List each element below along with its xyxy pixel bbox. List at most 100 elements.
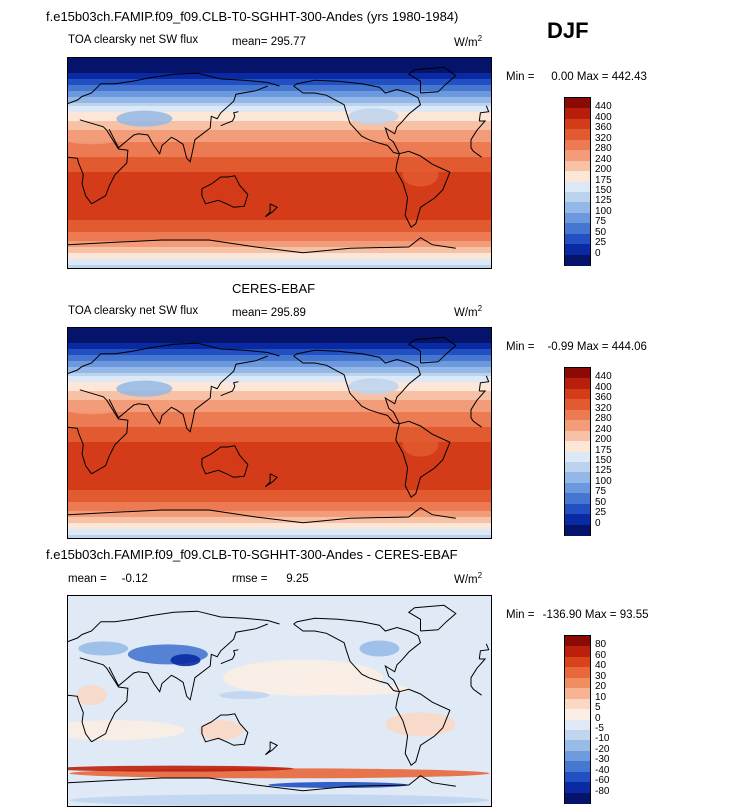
- colorbar-cell: [565, 750, 590, 762]
- colorbar-tick-label: -80: [595, 785, 610, 797]
- season-label: DJF: [547, 18, 589, 43]
- colorbar-cell: [565, 656, 590, 668]
- colorbar-cell: [565, 108, 590, 120]
- heatmap-band: [68, 388, 491, 392]
- panel2-map: [67, 327, 492, 539]
- coastline: [478, 105, 490, 122]
- coastline: [201, 445, 249, 478]
- heatmap-band: [68, 178, 491, 182]
- coastline: [68, 610, 280, 642]
- heatmap-band: [68, 448, 491, 452]
- heatmap-patch: [268, 782, 409, 788]
- coastline: [395, 688, 451, 766]
- colorbar-tick-label: 0: [595, 517, 601, 529]
- coastline: [407, 604, 457, 632]
- heatmap-patch: [206, 183, 247, 202]
- heatmap-band: [68, 376, 491, 380]
- coastline: [265, 203, 279, 218]
- heatmap-patch: [402, 162, 439, 187]
- heatmap-band: [68, 505, 491, 509]
- colorbar-cell: [565, 139, 590, 151]
- heatmap-band: [68, 160, 491, 164]
- heatmap-band: [68, 409, 491, 413]
- colorbar-tick-label: 125: [595, 465, 612, 477]
- heatmap-band: [68, 115, 491, 119]
- coastline: [108, 623, 268, 701]
- coastline: [68, 775, 456, 792]
- colorbar-cell: [565, 399, 590, 411]
- colorbar-tick-label: 125: [595, 195, 612, 207]
- heatmap-patch: [402, 432, 439, 457]
- colorbar-cell: [565, 420, 590, 432]
- heatmap-band: [68, 223, 491, 227]
- colorbar-tick-label: 80: [595, 639, 607, 651]
- colorbar-tick-label: 25: [595, 237, 607, 249]
- heatmap-patch: [116, 380, 173, 397]
- heatmap-band: [68, 424, 491, 428]
- heatmap-band: [68, 343, 491, 347]
- heatmap-band: [68, 253, 491, 257]
- heatmap-band: [68, 535, 491, 538]
- panel3-mean-value: -0.12: [121, 573, 148, 585]
- colorbar-tick-label: 50: [595, 496, 607, 508]
- colorbar-tick-label: 100: [595, 475, 612, 487]
- heatmap-band: [68, 394, 491, 398]
- coastline: [68, 694, 92, 743]
- heatmap-band: [68, 466, 491, 470]
- coastline: [265, 741, 279, 756]
- heatmap-band: [68, 196, 491, 200]
- heatmap-band: [68, 61, 491, 65]
- panel1-colorbar: [564, 97, 591, 266]
- heatmap-band: [68, 127, 491, 131]
- colorbar-tick-label: 175: [595, 174, 612, 186]
- coastline: [220, 381, 239, 397]
- coastline: [265, 473, 279, 488]
- panel2-title: CERES-EBAF: [232, 281, 316, 296]
- panel1-map: [67, 57, 492, 269]
- panel2-colorbar: [564, 367, 591, 536]
- colorbar-cell: [565, 368, 590, 379]
- heatmap-patch: [170, 654, 201, 667]
- heatmap-band: [68, 157, 491, 161]
- colorbar-cell: [565, 472, 590, 484]
- heatmap-band: [68, 379, 491, 383]
- heatmap-band: [68, 181, 491, 185]
- heatmap-patch: [385, 712, 456, 737]
- panel2-max-value: 444.06: [611, 341, 647, 353]
- heatmap-band: [68, 79, 491, 83]
- colorbar-tick-label: 75: [595, 216, 607, 228]
- heatmap-band: [68, 166, 491, 170]
- panel3-mean: mean = -0.12: [68, 573, 148, 585]
- colorbar-tick-label: 75: [595, 486, 607, 498]
- heatmap-band: [68, 202, 491, 206]
- heatmap-band: [68, 427, 491, 431]
- coastline: [220, 649, 239, 665]
- coastline: [220, 111, 239, 127]
- coastline: [293, 617, 422, 692]
- colorbar-cell: [565, 254, 590, 266]
- heatmap-band: [68, 184, 491, 188]
- colorbar-cell: [565, 698, 590, 710]
- coastline: [395, 420, 451, 498]
- colorbar-cell: [565, 191, 590, 203]
- colorbar-tick-label: 150: [595, 454, 612, 466]
- panel2-mean-label: mean=: [232, 307, 268, 319]
- heatmap-band: [68, 211, 491, 215]
- panel1-min-value: 0.00: [551, 71, 574, 83]
- heatmap-band: [68, 241, 491, 245]
- heatmap-band: [68, 250, 491, 254]
- colorbar-tick-label: 0: [595, 247, 601, 259]
- heatmap-patch: [206, 453, 247, 472]
- heatmap-band: [68, 514, 491, 518]
- heatmap-band: [68, 193, 491, 197]
- heatmap-band: [68, 169, 491, 173]
- heatmap-patch: [68, 400, 122, 415]
- heatmap-band: [68, 499, 491, 503]
- coastline: [79, 657, 129, 743]
- heatmap-band: [68, 190, 491, 194]
- panel2-minmax: Min = -0.99 Max = 444.06: [506, 341, 647, 353]
- heatmap-band: [68, 445, 491, 449]
- colorbar-cell: [565, 98, 590, 109]
- heatmap-band: [68, 76, 491, 80]
- panel1-mean: mean= 295.77: [232, 36, 306, 48]
